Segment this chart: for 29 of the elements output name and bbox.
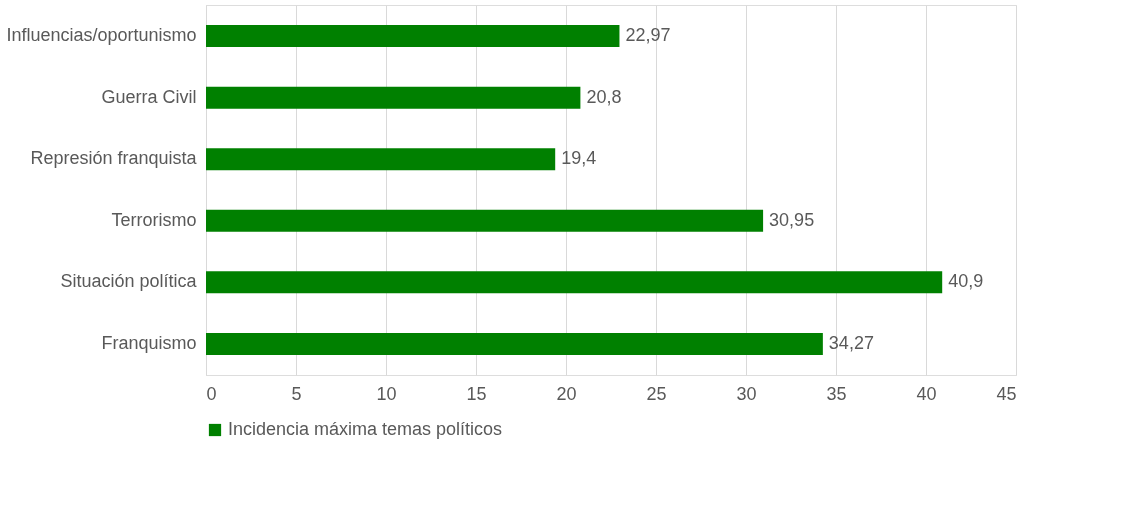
bar (206, 148, 556, 171)
bar (206, 332, 823, 355)
y-tick-label: Influencias/oportunismo (6, 25, 197, 46)
y-tick-label: Represión franquista (30, 148, 198, 169)
x-tick-label: 10 (376, 383, 397, 404)
data-label: 22,97 (625, 25, 671, 46)
x-tick-label: 40 (916, 383, 937, 404)
x-tick-label: 25 (646, 383, 667, 404)
bar (206, 271, 943, 294)
x-tick-label: 5 (291, 383, 302, 404)
x-tick-label: 45 (996, 383, 1017, 404)
x-tick-label: 0 (206, 383, 217, 404)
y-tick-label: Situación política (60, 271, 198, 292)
x-tick-label: 30 (736, 383, 757, 404)
x-tick-label: 20 (556, 383, 577, 404)
data-label: 19,4 (561, 148, 597, 169)
y-tick-label: Guerra Civil (101, 86, 197, 107)
data-label: 20,8 (586, 86, 622, 107)
x-tick-label: 35 (826, 383, 847, 404)
data-label: 34,27 (828, 332, 874, 353)
y-tick-label: Franquismo (101, 332, 197, 353)
bar (206, 209, 764, 232)
x-tick-label: 15 (466, 383, 487, 404)
data-label: 40,9 (948, 271, 984, 292)
legend-label: Incidencia máxima temas políticos (228, 419, 503, 439)
y-tick-label: Terrorismo (111, 209, 197, 230)
bar (206, 86, 581, 109)
data-label: 30,95 (769, 209, 815, 230)
bar (206, 25, 620, 48)
